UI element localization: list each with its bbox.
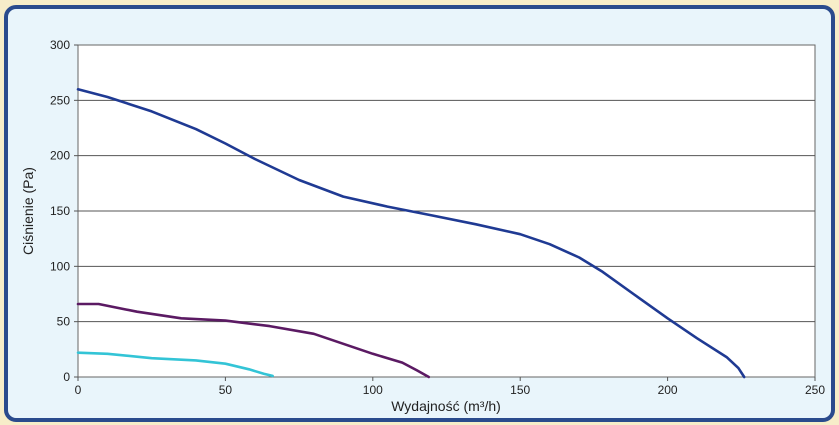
x-tick-label: 0 (75, 383, 82, 397)
x-tick-label: 150 (510, 383, 530, 397)
x-axis-title: Wydajność (m³/h) (391, 398, 501, 414)
y-tick-label: 100 (50, 259, 70, 273)
y-tick-label: 50 (57, 315, 71, 329)
y-axis-title: Ciśnienie (Pa) (20, 167, 36, 255)
y-tick-labels: 0 50 100 150 200 250 300 (50, 38, 70, 384)
series-line-3 (76, 351, 274, 378)
series-line-2 (76, 302, 431, 379)
y-tick-label: 250 (50, 93, 70, 107)
grid (74, 44, 816, 381)
x-tick-label: 100 (363, 383, 383, 397)
x-tick-label: 250 (805, 383, 825, 397)
series-lines (76, 88, 746, 379)
x-tick-labels: 0 50 100 150 200 250 (75, 383, 826, 397)
x-tick-label: 200 (658, 383, 678, 397)
y-tick-label: 150 (50, 204, 70, 218)
series-line-1 (76, 88, 746, 379)
y-tick-label: 0 (63, 370, 70, 384)
y-tick-label: 200 (50, 149, 70, 163)
x-tick-label: 50 (219, 383, 233, 397)
y-tick-label: 300 (50, 38, 70, 52)
